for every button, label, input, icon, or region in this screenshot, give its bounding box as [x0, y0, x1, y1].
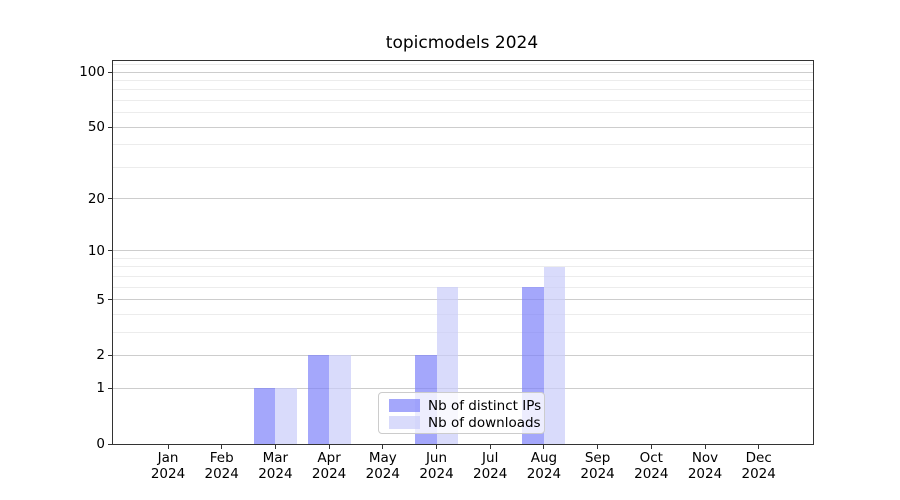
x-axis-tick-label: Sep 2024: [570, 450, 626, 482]
y-axis-tick-label: 2: [96, 347, 105, 364]
y-tick-mark: [108, 71, 112, 73]
y-axis-tick-label: 20: [87, 190, 105, 207]
x-axis-tick-label: Feb 2024: [194, 450, 250, 482]
gridline-minor: [113, 100, 813, 102]
gridline-minor: [113, 80, 813, 82]
y-tick-mark: [108, 126, 112, 128]
gridline-minor: [113, 112, 813, 114]
x-tick-year: 2024: [258, 465, 293, 482]
x-axis-tick-label: Jan 2024: [140, 450, 196, 482]
gridline-minor: [113, 166, 813, 168]
x-tick-month: Oct: [639, 450, 663, 466]
x-tick-mark: [436, 445, 437, 449]
x-tick-month: Mar: [262, 450, 289, 466]
y-axis-tick-label: 1: [96, 380, 105, 397]
legend-swatch-downloads: [389, 416, 420, 429]
legend-item: Nb of distinct IPs: [379, 397, 544, 414]
x-tick-mark: [489, 445, 491, 449]
x-tick-mark: [758, 445, 760, 449]
x-axis-tick-label: Mar 2024: [247, 450, 303, 482]
bar-downloads: [543, 266, 566, 444]
x-tick-mark: [543, 445, 545, 449]
x-tick-month: Nov: [691, 450, 719, 466]
y-axis-tick-label: 5: [96, 291, 105, 308]
x-tick-month: Jun: [425, 450, 448, 466]
gridline-major: [113, 387, 813, 389]
gridline-minor: [113, 64, 813, 66]
x-tick-month: Aug: [530, 450, 558, 466]
x-tick-month: Jul: [482, 450, 499, 466]
y-axis-tick-label: 100: [79, 64, 105, 81]
gridline-major: [113, 250, 813, 252]
x-tick-year: 2024: [311, 465, 347, 482]
legend-swatch-distinct-ips: [389, 399, 420, 412]
legend-label: Nb of downloads: [428, 414, 541, 431]
x-tick-year: 2024: [741, 465, 776, 482]
gridline-major: [113, 71, 813, 73]
x-axis-tick-label: Jun 2024: [409, 450, 465, 482]
x-tick-year: 2024: [365, 465, 400, 482]
x-tick-year: 2024: [687, 465, 723, 482]
bar-downloads: [275, 388, 297, 444]
y-tick-mark: [108, 198, 112, 200]
x-tick-year: 2024: [419, 465, 454, 482]
gridline-minor: [113, 266, 813, 268]
x-tick-month: May: [368, 450, 397, 466]
y-tick-mark: [108, 443, 112, 445]
plot-area: 0 1 2 5 10 20 50 100 Jan 2024 Feb 2024 Mar 2024 Apr 202…: [79, 60, 814, 481]
gridline-major: [113, 126, 813, 128]
legend: Nb of distinct IPs Nb of downloads: [378, 392, 545, 434]
x-axis-tick-label: Oct 2024: [623, 450, 679, 482]
y-tick-mark: [108, 299, 112, 301]
legend-item: Nb of downloads: [379, 414, 544, 431]
x-tick-month: Feb: [209, 450, 234, 466]
bar-distinct-ips: [253, 388, 276, 444]
chart-title: topicmodels 2024: [385, 33, 539, 53]
y-tick-mark: [108, 250, 112, 252]
x-tick-mark: [221, 445, 223, 449]
x-tick-month: Jan: [157, 450, 179, 466]
x-axis-tick-label: May 2024: [355, 450, 411, 482]
x-tick-year: 2024: [580, 465, 615, 482]
gridline-minor: [113, 257, 813, 259]
x-tick-mark: [328, 445, 330, 449]
y-axis-tick-label: 10: [87, 242, 105, 259]
gridline-major: [113, 299, 813, 301]
gridline-minor: [113, 275, 813, 277]
x-tick-mark: [382, 445, 384, 449]
x-tick-year: 2024: [473, 465, 508, 482]
x-tick-mark: [274, 445, 276, 449]
gridline-major: [113, 354, 813, 356]
gridline-minor: [113, 89, 813, 91]
x-tick-mark: [650, 445, 652, 449]
y-tick-mark: [108, 354, 112, 356]
x-tick-month: Apr: [317, 450, 341, 466]
gridline-minor: [113, 313, 813, 315]
x-tick-year: 2024: [204, 465, 239, 482]
x-tick-month: Dec: [745, 450, 772, 466]
gridline-minor: [113, 331, 813, 333]
y-axis-tick-label: 50: [87, 119, 105, 136]
x-tick-year: 2024: [634, 465, 669, 482]
x-axis-tick-label: Nov 2024: [677, 450, 733, 482]
y-tick-mark: [108, 387, 112, 389]
x-tick-month: Sep: [584, 450, 611, 466]
gridline-minor: [113, 144, 813, 146]
x-tick-mark: [704, 445, 706, 449]
x-tick-year: 2024: [150, 465, 186, 482]
gridline-minor: [113, 286, 813, 288]
x-axis-tick-label: Jul 2024: [462, 450, 518, 482]
x-axis-tick-label: Aug 2024: [516, 450, 572, 482]
bar-distinct-ips: [307, 355, 330, 444]
x-tick-year: 2024: [526, 465, 562, 482]
x-tick-mark: [167, 445, 169, 449]
legend-label: Nb of distinct IPs: [428, 397, 542, 414]
gridline-major: [113, 198, 813, 200]
bar-downloads: [329, 355, 351, 444]
x-axis-tick-label: Apr 2024: [301, 450, 357, 482]
x-axis-tick-label: Dec 2024: [731, 450, 787, 482]
y-axis-tick-label: 0: [96, 436, 105, 452]
x-tick-mark: [597, 445, 599, 449]
